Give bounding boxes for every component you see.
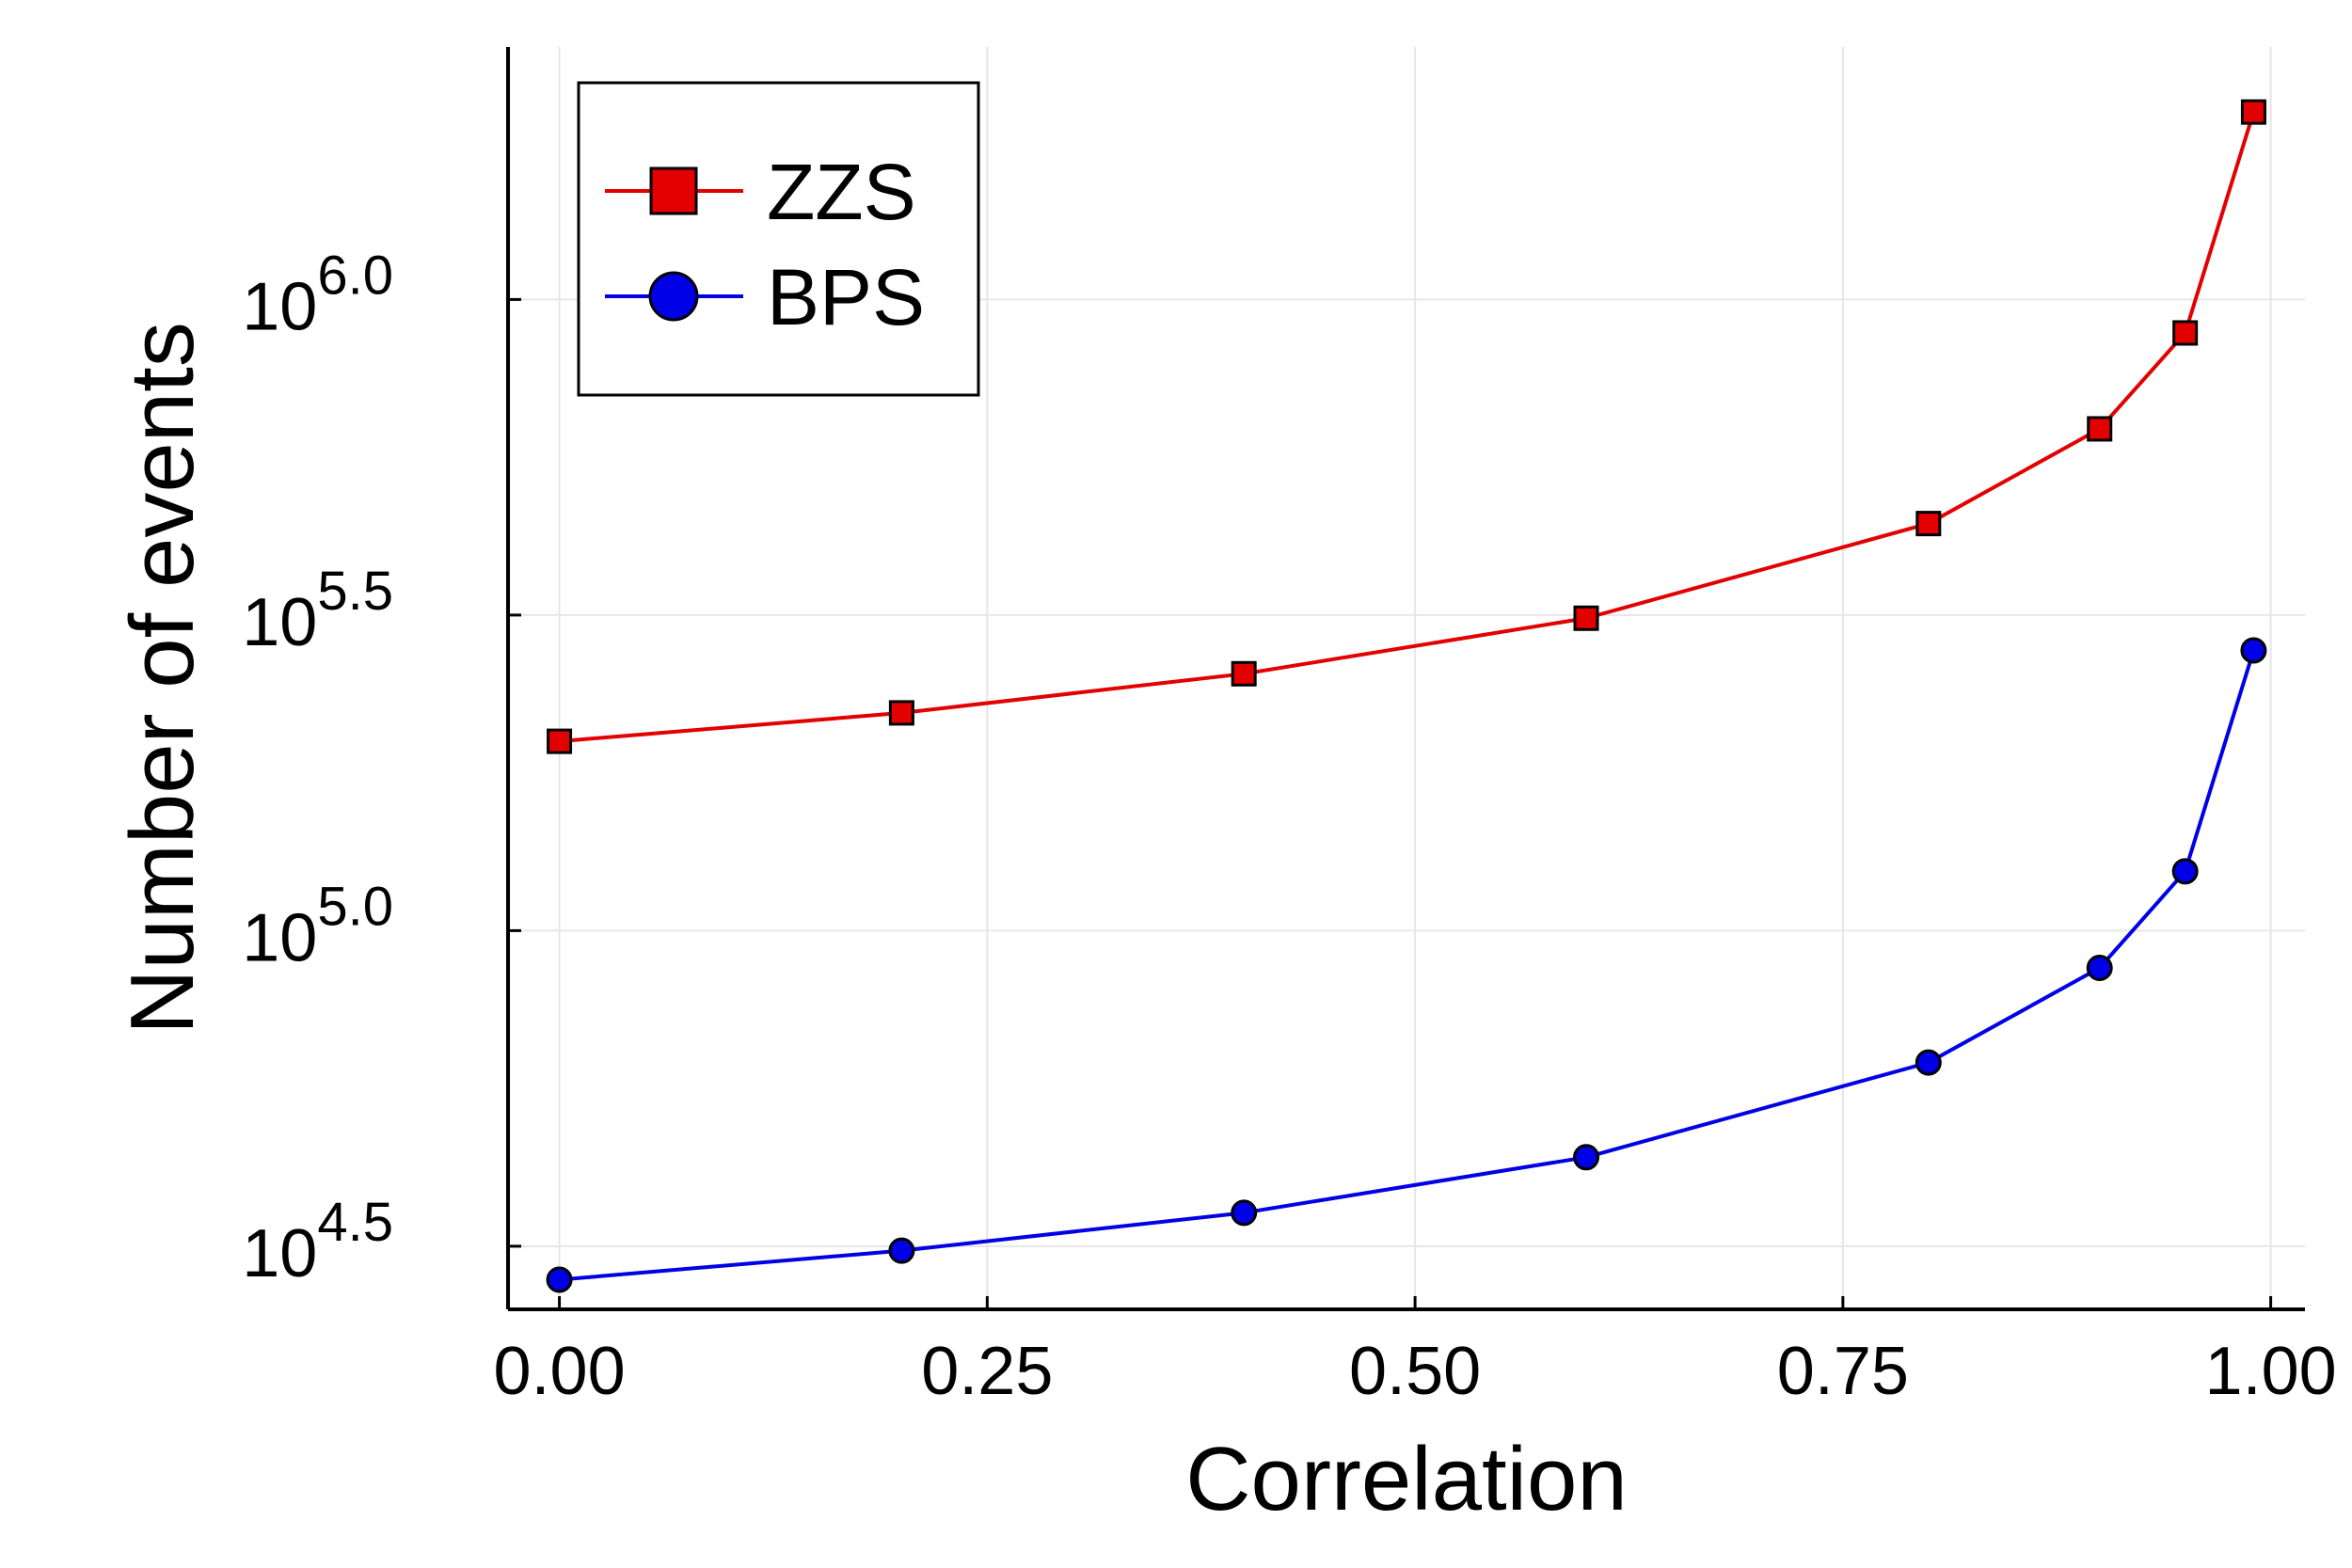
- legend-item-bps: BPS: [605, 253, 925, 341]
- data-point-bps: [2240, 637, 2267, 664]
- legend-box: [577, 81, 980, 397]
- data-point-bps: [546, 1266, 573, 1293]
- y-tick-label-base: 10: [242, 900, 317, 975]
- y-tick-label-base: 10: [242, 1216, 317, 1291]
- x-tick-label: 0.25: [921, 1334, 1053, 1409]
- data-point-zzs: [2172, 320, 2199, 346]
- data-point-zzs: [1231, 660, 1257, 687]
- x-tick-label: 1.00: [2205, 1334, 2337, 1409]
- y-tick-label: 105.0: [242, 876, 393, 975]
- axes: [506, 47, 2305, 1311]
- series-layer: [546, 99, 2267, 1293]
- data-point-bps: [1231, 1199, 1258, 1227]
- data-point-zzs: [2240, 99, 2266, 125]
- y-tick-label: 106.0: [242, 245, 393, 344]
- legend-label: BPS: [767, 253, 925, 341]
- data-point-bps: [888, 1237, 915, 1264]
- legend-items: ZZS BPS: [605, 148, 925, 341]
- y-tick-label-exponent: 5.0: [317, 876, 393, 937]
- y-tick-label-exponent: 5.5: [317, 561, 393, 622]
- data-point-zzs: [2087, 416, 2113, 442]
- series-zzs: [547, 99, 2266, 754]
- grid-layer: [508, 47, 2305, 1309]
- data-point-bps: [2086, 954, 2113, 981]
- legend-marker-square: [649, 166, 698, 215]
- legend-marker-circle: [648, 271, 699, 322]
- x-axis-title: Correlation: [1185, 1429, 1628, 1529]
- data-point-zzs: [547, 728, 573, 754]
- y-tick-label: 104.5: [242, 1192, 393, 1291]
- y-tick-label-base: 10: [242, 269, 317, 344]
- data-point-bps: [1915, 1049, 1942, 1076]
- x-tick-label: 0.00: [494, 1334, 626, 1409]
- y-tick-label: 105.5: [242, 561, 393, 660]
- data-point-bps: [1573, 1144, 1599, 1171]
- y-tick-label-exponent: 4.5: [317, 1192, 393, 1253]
- y-tick-label-exponent: 6.0: [317, 245, 393, 306]
- series-bps: [546, 637, 2267, 1293]
- data-point-bps: [2171, 858, 2199, 885]
- y-axis-title: Number of events: [112, 322, 213, 1035]
- data-point-zzs: [888, 700, 914, 726]
- series-line-zzs: [559, 111, 2256, 744]
- legend-label: ZZS: [767, 148, 916, 236]
- legend-item-zzs: ZZS: [605, 148, 916, 236]
- x-tick-label: 0.50: [1349, 1334, 1481, 1409]
- legend: ZZS BPS: [577, 81, 980, 397]
- data-point-zzs: [1915, 511, 1942, 537]
- data-point-zzs: [1573, 605, 1599, 631]
- x-tick-label: 0.75: [1777, 1334, 1909, 1409]
- y-tick-label-base: 10: [242, 585, 317, 660]
- series-line-bps: [559, 649, 2256, 1282]
